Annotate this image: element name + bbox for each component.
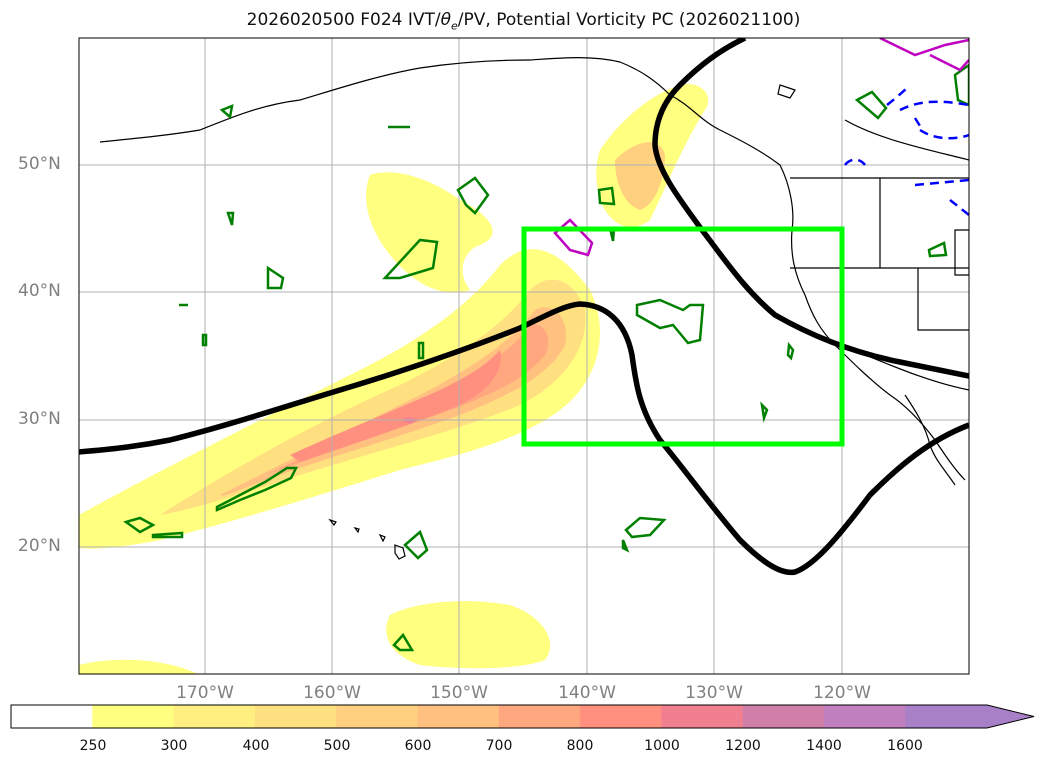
title-theta: θ <box>440 10 452 30</box>
colorbar-segment <box>417 705 500 728</box>
colorbar-segment <box>661 705 744 728</box>
colorbar-outline <box>10 704 1035 729</box>
colorbar-tick: 1000 <box>644 738 680 754</box>
map-gridlines <box>79 38 969 674</box>
colorbar-tick: 300 <box>160 738 188 754</box>
ivt-shading <box>79 84 709 674</box>
theta-e-contours-negative <box>843 87 969 216</box>
colorbar-segment <box>336 705 418 728</box>
theta-e-contours-magenta <box>553 38 969 257</box>
lon-label-170w: 170°W <box>176 683 234 703</box>
colorbar-segment <box>742 705 825 728</box>
lon-label-160w: 160°W <box>303 683 361 703</box>
colorbar-tick: 800 <box>566 738 594 754</box>
map-frame <box>78 37 970 675</box>
colorbar-segment <box>824 705 906 728</box>
title-suffix: /PV, Potential Vorticity PC (2026021100) <box>457 10 801 30</box>
colorbar-segment <box>580 705 662 728</box>
lon-label-150w: 150°W <box>430 683 488 703</box>
lat-label-40n: 40°N <box>18 281 61 301</box>
lat-label-30n: 30°N <box>18 409 61 429</box>
lon-label-140w: 140°W <box>558 683 616 703</box>
colorbar-tick: 250 <box>79 738 107 754</box>
colorbar-segment <box>11 705 93 728</box>
lat-label-20n: 20°N <box>18 536 61 556</box>
colorbar-tick: 1600 <box>887 738 923 754</box>
colorbar-segments <box>11 705 1034 728</box>
lon-label-130w: 130°W <box>685 683 743 703</box>
colorbar-segment <box>905 705 1034 728</box>
target-box <box>521 226 845 447</box>
colorbar-tick: 500 <box>323 738 351 754</box>
map-title: 2026020500 F024 IVT/θe/PV, Potential Vor… <box>0 10 1047 32</box>
theta-e-contours <box>123 63 969 652</box>
colorbar-tick: 700 <box>485 738 513 754</box>
colorbar <box>10 704 1035 729</box>
lon-label-120w: 120°W <box>813 683 871 703</box>
colorbar-segment <box>498 705 581 728</box>
title-theta-sub: e <box>451 19 458 33</box>
colorbar-tick: 1200 <box>725 738 761 754</box>
colorbar-segment <box>173 705 256 728</box>
colorbar-segment <box>254 705 337 728</box>
colorbar-tick: 1400 <box>806 738 842 754</box>
colorbar-tick: 600 <box>404 738 432 754</box>
colorbar-tick: 400 <box>242 738 270 754</box>
lat-label-50n: 50°N <box>18 154 61 174</box>
map-panel <box>78 37 970 675</box>
colorbar-segment <box>92 705 175 728</box>
title-prefix: 2026020500 F024 IVT/ <box>246 10 441 30</box>
